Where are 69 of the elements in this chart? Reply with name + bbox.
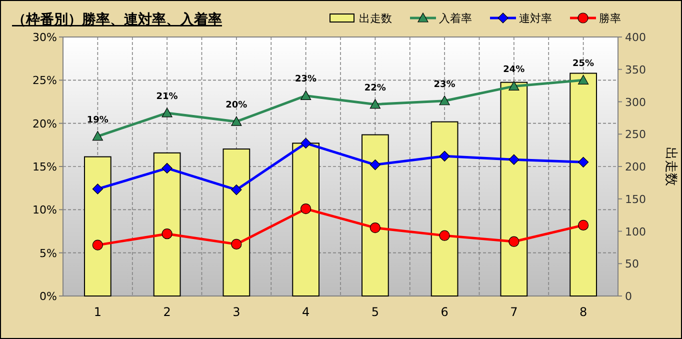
point (231, 238, 242, 250)
point (300, 90, 312, 100)
x-tick-label: 8 (579, 305, 588, 319)
y2-tick-label: 200 (625, 160, 646, 174)
data-label: 24% (503, 65, 525, 76)
point (508, 236, 520, 247)
point (162, 108, 172, 118)
data-label: 19% (86, 115, 108, 126)
y-tick-label: 0% (40, 290, 57, 303)
legend-label: 出走数 (359, 12, 392, 25)
point (578, 74, 589, 84)
bar (570, 72, 597, 296)
data-label: 20% (226, 100, 248, 111)
bar (430, 121, 458, 296)
y2-tick-label: 300 (625, 96, 646, 109)
y-tick-label: 20% (32, 117, 57, 130)
x-tick-label: 1 (94, 305, 102, 319)
point (162, 162, 172, 174)
point (162, 228, 172, 240)
point (578, 156, 589, 168)
y2-tick-label: 0 (625, 290, 632, 303)
point (508, 154, 520, 165)
y-tick-label: 10% (32, 204, 57, 217)
x-tick-label: 2 (163, 305, 171, 319)
bar (84, 156, 112, 296)
point (439, 96, 450, 106)
y2-tick-label: 350 (625, 63, 646, 76)
point (92, 184, 103, 194)
y2-tick-label: 150 (625, 192, 646, 206)
point (92, 130, 103, 141)
point (300, 204, 312, 214)
bar (222, 148, 250, 296)
point (231, 184, 242, 196)
y2-tick-label: 250 (625, 128, 646, 142)
x-tick-label: 4 (302, 305, 310, 319)
y2-tick-label: 400 (625, 31, 646, 44)
x-tick-label: 3 (232, 305, 240, 319)
data-label: 23% (434, 80, 456, 90)
y2-tick-label: 100 (625, 225, 646, 238)
legend-label: 連対率 (519, 12, 552, 25)
legend-label: 入着率 (439, 12, 472, 25)
point (370, 99, 380, 109)
x-tick-label: 5 (371, 305, 380, 319)
point (370, 159, 380, 170)
point (508, 80, 520, 91)
bar (500, 82, 528, 296)
y-tick-label: 15% (32, 160, 57, 174)
point (92, 240, 103, 250)
bar (362, 134, 389, 296)
y-tick-label: 5% (40, 246, 57, 260)
legend-label: 勝率 (599, 12, 621, 25)
y-tick-label: 25% (32, 74, 57, 88)
data-label: 21% (156, 92, 178, 102)
x-tick-label: 6 (440, 305, 448, 319)
data-label: 25% (572, 59, 594, 70)
point (231, 116, 242, 126)
data-label: 23% (295, 74, 317, 85)
y2-axis-title: 出走数 (663, 147, 678, 186)
x-tick-label: 7 (510, 305, 518, 319)
point (300, 138, 312, 148)
data-label: 22% (364, 83, 386, 94)
point (370, 222, 380, 234)
chart-title: （枠番別）勝率、連対率、入着率 (12, 11, 222, 28)
bar (153, 152, 181, 296)
point (439, 150, 450, 162)
point (439, 230, 450, 241)
point (578, 220, 589, 231)
y-tick-label: 30% (32, 31, 57, 44)
y2-tick-label: 50 (625, 258, 639, 271)
